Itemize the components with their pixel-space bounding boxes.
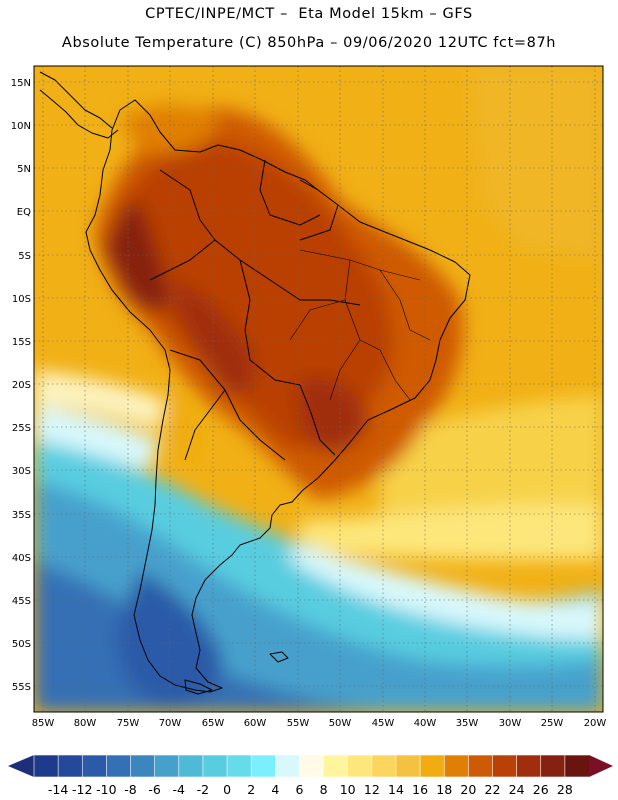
lat-label: 35S [12, 510, 31, 521]
colorbar-swatch [154, 754, 180, 778]
colorbar-label: 12 [364, 782, 380, 797]
colorbar-swatch [371, 754, 397, 778]
central-america-coastline [39, 71, 119, 139]
colorbar-swatch [57, 754, 83, 778]
colorbar-swatch [274, 754, 301, 778]
graticule [34, 66, 603, 712]
lat-label: 30S [12, 466, 31, 477]
colorbar-swatch [516, 754, 542, 778]
map-title-line-2: Absolute Temperature (C) 850hPa – 09/06/… [61, 35, 557, 51]
lat-label: 5S [18, 251, 31, 262]
colorbar-swatch [106, 754, 132, 778]
lat-label: 15N [11, 78, 31, 89]
colorbar-swatch [564, 754, 590, 778]
colorbar-label: 28 [557, 782, 573, 797]
lon-label: 40W [414, 718, 437, 729]
lon-label: 50W [329, 718, 352, 729]
colorbar-label: -14 [48, 782, 68, 797]
coastline-and-borders [39, 71, 471, 695]
map-frame [33, 65, 604, 713]
colorbar-label: 2 [247, 782, 255, 797]
tierra-del-fuego [184, 679, 213, 695]
colorbar-label: 8 [320, 782, 328, 797]
colorbar-swatch [299, 754, 325, 778]
lon-label: 60W [244, 718, 267, 729]
colorbar-label: 20 [460, 782, 476, 797]
colorbar-label: 6 [295, 782, 303, 797]
lon-label: 45W [372, 718, 395, 729]
colorbar-swatch [226, 754, 252, 778]
colorbar-swatch [323, 754, 349, 778]
colorbar-swatch [395, 754, 421, 778]
map-title-line-1: CPTEC/INPE/MCT – Eta Model 15km – GFS [145, 6, 473, 22]
colorbar-swatch [492, 754, 518, 778]
colorbar-swatch [540, 754, 566, 778]
lat-label: 10N [11, 121, 31, 132]
colorbar-label: 22 [485, 782, 501, 797]
lon-label: 25W [541, 718, 564, 729]
temperature-field [34, 66, 603, 712]
colorbar-label: -8 [124, 782, 137, 797]
colorbar-swatch [468, 754, 494, 778]
national-borders [149, 159, 361, 461]
lon-label: 70W [159, 718, 182, 729]
lon-label: 75W [117, 718, 140, 729]
longitude-axis: 85W 80W 75W 70W 65W 60W 55W 50W 45W 40W … [32, 718, 607, 729]
colorbar-label: 14 [388, 782, 404, 797]
lat-label: 45S [12, 596, 31, 607]
colorbar-label: -10 [96, 782, 116, 797]
lat-label: 15S [12, 337, 31, 348]
lon-label: 35W [456, 718, 479, 729]
lat-label: 5N [17, 164, 31, 175]
lat-label: 10S [12, 294, 31, 305]
colorbar-swatch [250, 754, 276, 778]
south-america-coastline [85, 99, 471, 693]
brazil-state-borders [289, 249, 431, 401]
lat-label: 25S [12, 423, 31, 434]
lat-label: 20S [12, 380, 31, 391]
temperature-colorbar: -14 -12 -10 -8 -6 -4 -2 0 2 4 6 8 10 12 14 16 18 20 22 24 26… [8, 754, 613, 797]
lat-label: EQ [17, 207, 31, 218]
colorbar-label: -2 [197, 782, 209, 797]
colorbar-label: -4 [173, 782, 186, 797]
colorbar-label: 26 [533, 782, 549, 797]
colorbar-high-arrow [589, 755, 613, 777]
colorbar-label: 0 [223, 782, 231, 797]
colorbar-swatch [202, 754, 228, 778]
colorbar-swatch [443, 754, 470, 778]
colorbar-swatch [419, 754, 445, 778]
colorbar-low-arrow [8, 755, 34, 777]
colorbar-label: 16 [412, 782, 428, 797]
colorbar-swatch [178, 754, 204, 778]
lon-label: 55W [287, 718, 310, 729]
lon-label: 80W [74, 718, 97, 729]
colorbar-swatch [347, 754, 373, 778]
colorbar-label: 10 [340, 782, 356, 797]
colorbar-label: 18 [436, 782, 452, 797]
lon-label: 20W [584, 718, 607, 729]
lon-label: 65W [202, 718, 225, 729]
colorbar-label: -12 [72, 782, 92, 797]
lon-label: 30W [499, 718, 522, 729]
colorbar-swatch [81, 754, 108, 778]
lat-label: 40S [12, 553, 31, 564]
colorbar-label: 4 [271, 782, 279, 797]
lat-label: 50S [12, 639, 31, 650]
falklands [269, 651, 289, 663]
colorbar-label: 24 [509, 782, 525, 797]
colorbar-swatch [33, 754, 59, 778]
lon-label: 85W [32, 718, 55, 729]
latitude-axis: 15N 10N 5N EQ 5S 10S 15S 20S 25S 30S 35S… [11, 78, 31, 693]
lat-label: 55S [12, 682, 31, 693]
colorbar-label: -6 [148, 782, 161, 797]
colorbar-swatch [130, 754, 156, 778]
